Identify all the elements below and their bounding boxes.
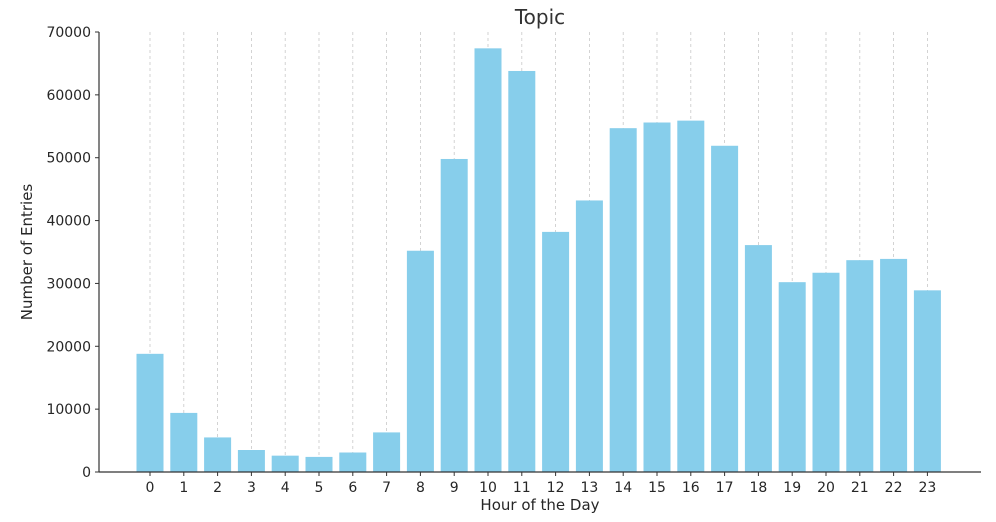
x-tick-label: 10	[479, 480, 497, 496]
y-tick-labels: 0 10000 20000 30000 40000 50000 60000 70000	[46, 25, 99, 481]
x-tick-label: 1	[179, 480, 188, 496]
x-tick-label: 12	[547, 480, 565, 496]
bar-hour-9	[440, 158, 468, 472]
bar-hour-10	[474, 48, 502, 473]
x-tick-label: 17	[716, 480, 734, 496]
bar-hour-8	[406, 250, 434, 472]
x-tick-label: 23	[918, 480, 936, 496]
bar-hour-6	[339, 452, 367, 472]
bar-hour-1	[170, 412, 198, 472]
x-tick-label: 14	[614, 480, 632, 496]
x-tick-label: 16	[682, 480, 700, 496]
bar-hour-5	[305, 456, 333, 472]
x-tick-label: 18	[749, 480, 767, 496]
bar-hour-18	[744, 245, 772, 472]
y-tick-label: 10000	[46, 402, 91, 418]
x-tick-label: 0	[146, 480, 155, 496]
x-tick-label: 9	[450, 480, 459, 496]
bar-hour-11	[508, 70, 536, 472]
x-tick-label: 5	[315, 480, 324, 496]
y-tick-label: 70000	[46, 25, 91, 41]
x-tick-label: 7	[382, 480, 391, 496]
y-tick-label: 20000	[46, 339, 91, 355]
bars-layer	[136, 48, 941, 473]
y-tick-label: 60000	[46, 88, 91, 104]
x-tick-label: 19	[783, 480, 801, 496]
bar-hour-17	[711, 145, 739, 472]
x-tick-label: 11	[513, 480, 531, 496]
y-tick-label: 30000	[46, 276, 91, 292]
x-tick-label: 6	[348, 480, 357, 496]
x-tick-label: 8	[416, 480, 425, 496]
x-tick-label: 22	[885, 480, 903, 496]
y-tick-label: 40000	[46, 214, 91, 230]
bar-hour-23	[913, 290, 941, 472]
x-tick-label: 4	[281, 480, 290, 496]
y-tick-label: 0	[82, 465, 91, 481]
bar-hour-21	[846, 260, 874, 472]
bar-hour-7	[373, 432, 401, 472]
bar-hour-15	[643, 122, 671, 472]
x-tick-label: 15	[648, 480, 666, 496]
x-tick-labels: 0 1 2 3 4 5 6 7 8 9 10 11 12 13 14 15 16 17 18 19 20 21 22 23	[146, 472, 936, 496]
bar-hour-4	[271, 455, 299, 472]
bar-hour-2	[204, 437, 232, 472]
bar-hour-22	[880, 258, 908, 472]
bar-hour-14	[609, 128, 637, 473]
axes-layer	[98, 32, 981, 473]
chart-title: Topic	[514, 5, 565, 29]
x-tick-label: 13	[580, 480, 598, 496]
x-tick-label: 21	[851, 480, 869, 496]
bar-hour-0	[136, 353, 164, 472]
bar-hour-13	[575, 200, 603, 472]
x-axis-label: Hour of the Day	[480, 496, 599, 514]
y-tick-label: 50000	[46, 151, 91, 167]
bar-hour-19	[778, 282, 806, 472]
bar-hour-12	[542, 231, 570, 472]
x-tick-label: 2	[213, 480, 222, 496]
bar-hour-3	[237, 450, 265, 472]
bar-hour-20	[812, 272, 840, 472]
x-tick-label: 3	[247, 480, 256, 496]
x-tick-label: 20	[817, 480, 835, 496]
grid-layer	[149, 32, 928, 472]
bar-hour-16	[677, 120, 705, 472]
y-axis-label: Number of Entries	[18, 184, 36, 321]
